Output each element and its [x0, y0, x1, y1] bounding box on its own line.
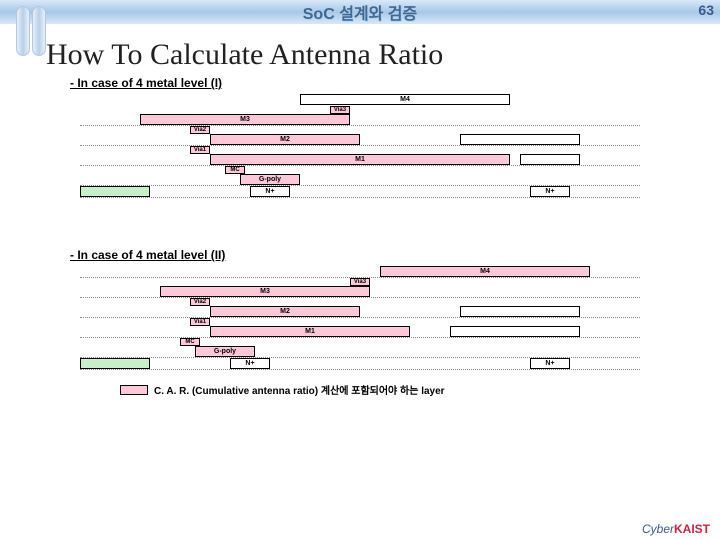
layer-gpoly: G-poly	[240, 174, 300, 185]
layer-segment	[450, 326, 580, 337]
via-via1: Via1	[190, 146, 210, 154]
layer-segment	[460, 306, 580, 317]
decorative-pills	[16, 6, 46, 56]
case1-heading: - In case of 4 metal level (I)	[70, 76, 720, 90]
via-mc: MC	[180, 338, 200, 346]
layer-m4: M4	[380, 266, 590, 277]
via-mc: MC	[225, 166, 245, 174]
diagram-case1: M4Via3M3Via2M2Via1M1MCG-polyN+N+	[80, 94, 640, 244]
layer-m1: M1	[210, 326, 410, 337]
layer-m3: M3	[160, 286, 370, 297]
page-number: 63	[698, 2, 714, 18]
legend-text: C. A. R. (Cumulative antenna ratio) 계산에 …	[154, 382, 445, 397]
diagram-case2: M4Via3M3Via2M2Via1M1MCG-polyN+N+	[80, 266, 640, 376]
case2-heading: - In case of 4 metal level (II)	[70, 248, 720, 262]
layer-m1: M1	[210, 154, 510, 165]
layer-segment	[460, 134, 580, 145]
layer-m4: M4	[300, 94, 510, 105]
via-via2: Via2	[190, 126, 210, 134]
layer-gpoly: G-poly	[195, 346, 255, 357]
layer-nplus: N+	[250, 186, 290, 197]
layer-segment	[80, 186, 150, 197]
legend-swatch	[120, 385, 148, 395]
layer-nplus: N+	[530, 186, 570, 197]
layer-segment	[520, 154, 580, 165]
logo: CyberKAIST	[642, 522, 710, 536]
via-via3: Via3	[350, 278, 370, 286]
korean-title: SoC 설계와 검증	[303, 0, 418, 24]
layer-m3: M3	[140, 114, 350, 125]
via-via1: Via1	[190, 318, 210, 326]
layer-nplus: N+	[530, 358, 570, 369]
layer-nplus: N+	[230, 358, 270, 369]
via-via3: Via3	[330, 106, 350, 114]
legend: C. A. R. (Cumulative antenna ratio) 계산에 …	[120, 382, 720, 397]
layer-segment	[80, 358, 150, 369]
via-via2: Via2	[190, 298, 210, 306]
page-title: How To Calculate Antenna Ratio	[46, 38, 720, 72]
header-bar: SoC 설계와 검증 63	[0, 0, 720, 24]
layer-m2: M2	[210, 134, 360, 145]
layer-m2: M2	[210, 306, 360, 317]
